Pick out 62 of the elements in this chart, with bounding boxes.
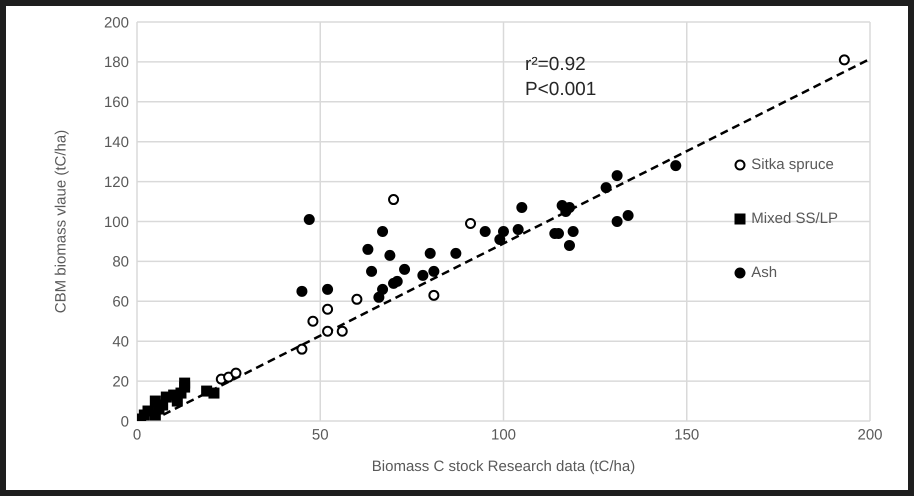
point: [428, 290, 440, 301]
point: [670, 160, 682, 172]
point: [351, 294, 362, 305]
point: [612, 216, 623, 227]
point: [428, 266, 440, 277]
y-tick-label: 0: [120, 413, 129, 430]
point: [465, 218, 476, 229]
y-tick-label: 20: [112, 373, 129, 390]
y-tick-label: 40: [112, 334, 129, 351]
y-axis-title: CBM biomass vlaue (tC/ha): [52, 130, 70, 314]
point: [480, 226, 491, 237]
point: [296, 344, 308, 355]
point: [622, 210, 634, 222]
y-tick-label: 80: [112, 254, 129, 271]
point: [568, 226, 579, 237]
point: [399, 264, 410, 275]
x-tick-label: 100: [490, 426, 516, 444]
point: [838, 54, 850, 66]
y-tick-label: 140: [104, 134, 129, 152]
x-tick-label: 150: [674, 426, 700, 444]
point: [516, 202, 528, 214]
legend-label: Sitka spruce: [751, 156, 834, 173]
point: [377, 226, 388, 237]
point: [424, 248, 436, 259]
point: [512, 224, 524, 235]
y-tick-label: 60: [112, 294, 129, 311]
y-tick-label: 200: [104, 14, 129, 32]
point: [498, 226, 509, 237]
point: [388, 194, 400, 206]
point: [377, 284, 388, 295]
point: [612, 170, 623, 182]
y-tick-label: 120: [104, 174, 129, 191]
point: [322, 284, 334, 295]
point: [450, 248, 462, 259]
point: [322, 304, 334, 315]
legend-label: Ash: [751, 264, 778, 281]
x-tick-label: 50: [312, 426, 329, 444]
point: [600, 182, 612, 194]
x-tick-label: 0: [132, 426, 142, 444]
point: [296, 286, 308, 297]
legend-label: Mixed SS/LP: [751, 210, 838, 227]
x-axis-title: Biomass C stock Research data (tC/ha): [372, 458, 636, 475]
point: [384, 250, 396, 261]
point: [417, 270, 428, 281]
point: [230, 368, 242, 379]
y-tick-label: 100: [104, 214, 129, 231]
annotation: P<0.001: [525, 79, 596, 101]
point: [392, 276, 403, 287]
point: [366, 266, 378, 277]
annotation: r²=0.92: [525, 54, 586, 76]
point: [208, 388, 220, 399]
y-tick-label: 160: [104, 94, 129, 112]
point: [322, 326, 334, 337]
point: [304, 214, 315, 226]
point: [223, 372, 234, 383]
point: [362, 244, 374, 255]
point: [307, 316, 318, 327]
y-tick-label: 180: [104, 54, 129, 72]
x-tick-label: 200: [857, 426, 883, 444]
point: [564, 240, 575, 251]
point: [336, 326, 348, 337]
point: [179, 378, 190, 389]
